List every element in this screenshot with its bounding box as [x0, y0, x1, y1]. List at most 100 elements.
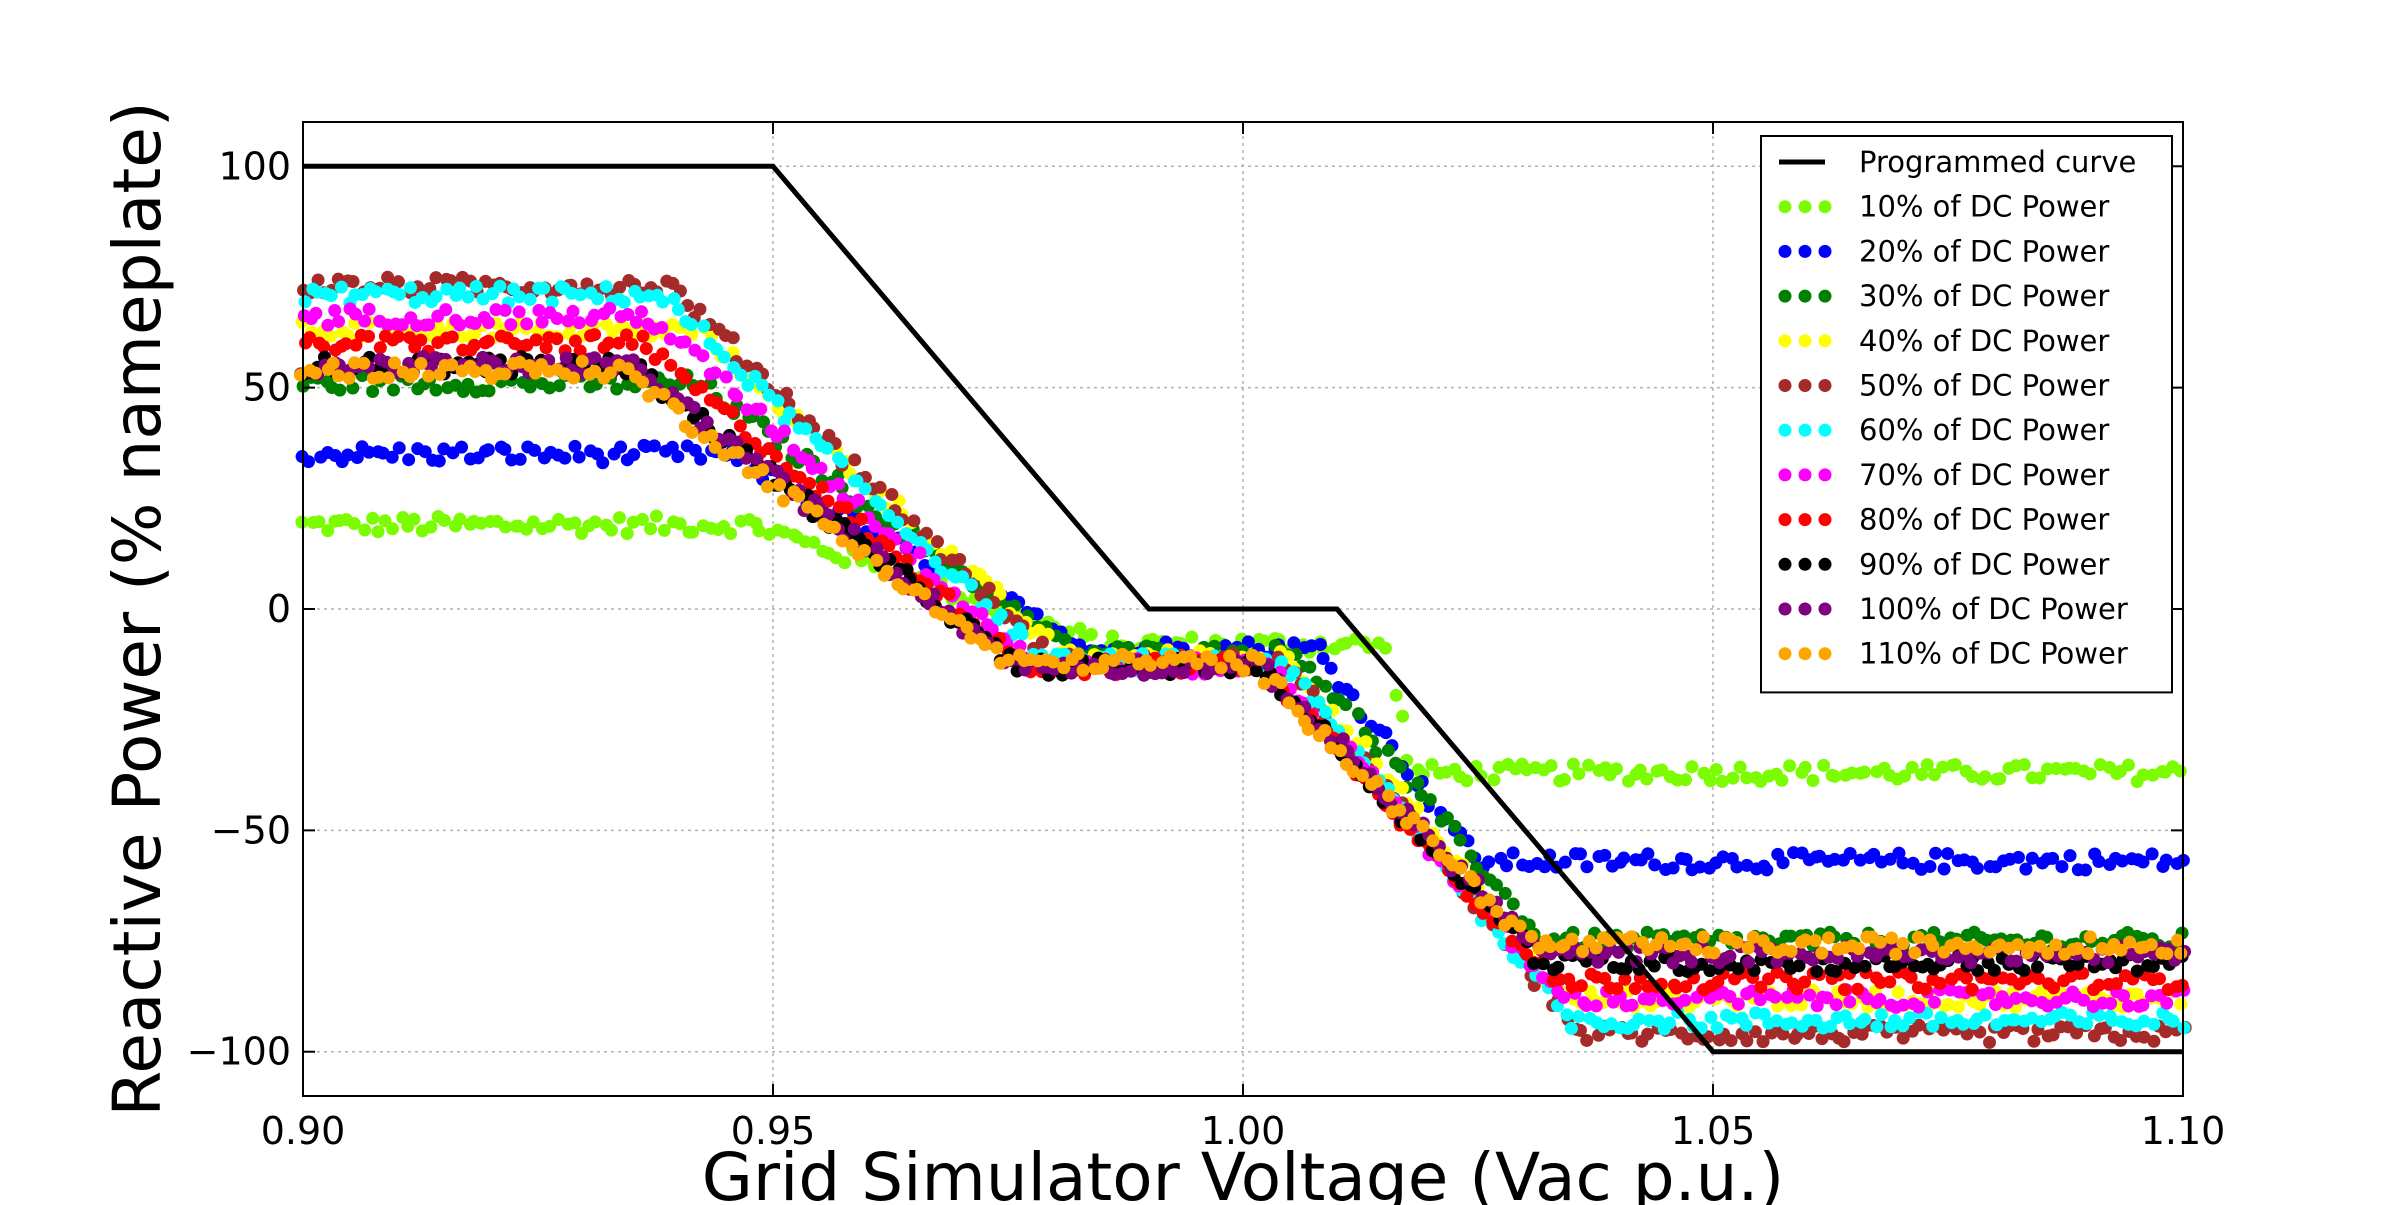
data-point	[2152, 972, 2166, 986]
data-point	[432, 454, 446, 468]
legend-swatch-dot	[1818, 468, 1832, 482]
legend-swatch-dot	[1778, 334, 1792, 348]
data-point	[928, 555, 942, 569]
data-point	[1084, 627, 1098, 641]
data-point	[1580, 860, 1594, 874]
data-point	[748, 369, 762, 383]
data-point	[840, 501, 854, 515]
data-point	[2092, 978, 2106, 992]
data-point	[381, 371, 395, 385]
data-point	[1873, 935, 1887, 949]
data-point	[1873, 993, 1887, 1007]
data-point	[481, 443, 495, 457]
data-point	[1926, 939, 1940, 953]
data-point	[1679, 852, 1693, 866]
data-point	[1948, 758, 1962, 772]
data-point	[387, 356, 401, 370]
data-point	[1934, 1010, 1948, 1024]
data-point	[617, 295, 631, 309]
data-point	[392, 441, 406, 455]
data-point	[591, 292, 605, 306]
legend-label: 110% of DC Power	[1859, 637, 2128, 671]
data-point	[1776, 856, 1790, 870]
data-point	[717, 350, 731, 364]
data-point	[1740, 1034, 1754, 1048]
data-point	[1724, 1034, 1738, 1048]
data-point	[2025, 994, 2039, 1008]
data-point	[1319, 705, 1333, 719]
data-point	[1395, 781, 1409, 795]
data-point	[956, 570, 970, 584]
data-point	[964, 631, 978, 645]
data-point	[1589, 941, 1603, 955]
legend-swatch-dot	[1778, 200, 1792, 214]
y-tick-label: −50	[211, 808, 291, 852]
data-point	[1970, 942, 1984, 956]
data-point	[678, 335, 692, 349]
data-point	[604, 523, 618, 537]
data-point	[535, 315, 549, 329]
data-point	[572, 450, 586, 464]
data-point	[366, 385, 380, 399]
data-point	[1275, 655, 1289, 669]
data-point	[1640, 925, 1654, 939]
data-point	[1001, 653, 1015, 667]
data-point	[539, 341, 553, 355]
data-point	[489, 357, 503, 371]
data-point	[373, 341, 387, 355]
data-point	[369, 285, 383, 299]
data-point	[453, 318, 467, 332]
legend-label: 20% of DC Power	[1859, 234, 2109, 268]
data-point	[1355, 768, 1369, 782]
data-point	[1500, 859, 1514, 873]
data-point	[358, 314, 372, 328]
data-point	[2009, 991, 2023, 1005]
data-point	[552, 379, 566, 393]
data-point	[392, 288, 406, 302]
data-point	[1641, 847, 1655, 861]
data-point	[1487, 773, 1501, 787]
data-point	[2174, 997, 2188, 1011]
data-point	[835, 534, 849, 548]
data-point	[1382, 789, 1396, 803]
data-point	[982, 581, 996, 595]
data-point	[445, 330, 459, 344]
data-point	[769, 449, 783, 463]
data-point	[1965, 982, 1979, 996]
data-point	[1678, 773, 1692, 787]
data-point	[755, 378, 769, 392]
data-point	[461, 290, 475, 304]
data-point	[1756, 1035, 1770, 1049]
data-point	[1506, 897, 1520, 911]
data-point	[391, 330, 405, 344]
data-point	[1889, 947, 1903, 961]
legend-swatch-dot	[1818, 334, 1832, 348]
data-point	[1912, 1000, 1926, 1014]
data-point	[777, 525, 791, 539]
legend-label: 60% of DC Power	[1859, 413, 2109, 447]
data-point	[346, 381, 360, 395]
data-point	[371, 525, 385, 539]
data-point	[482, 316, 496, 330]
data-point	[321, 318, 335, 332]
data-point	[1731, 997, 1745, 1011]
data-point	[754, 402, 768, 416]
data-point	[719, 370, 733, 384]
data-point	[2019, 862, 2033, 876]
data-point	[1579, 999, 1593, 1013]
data-point	[1748, 1025, 1762, 1039]
data-point	[1689, 943, 1703, 957]
data-point	[2032, 972, 2046, 986]
data-point	[346, 274, 360, 288]
data-point	[2011, 938, 2025, 952]
data-point	[636, 375, 650, 389]
data-point	[2070, 1026, 2084, 1040]
data-point	[1733, 760, 1747, 774]
data-point	[627, 448, 641, 462]
data-point	[1177, 665, 1191, 679]
data-point	[498, 303, 512, 317]
data-point	[1378, 641, 1392, 655]
data-point	[1822, 931, 1836, 945]
data-point	[1015, 627, 1029, 641]
data-point	[625, 338, 639, 352]
